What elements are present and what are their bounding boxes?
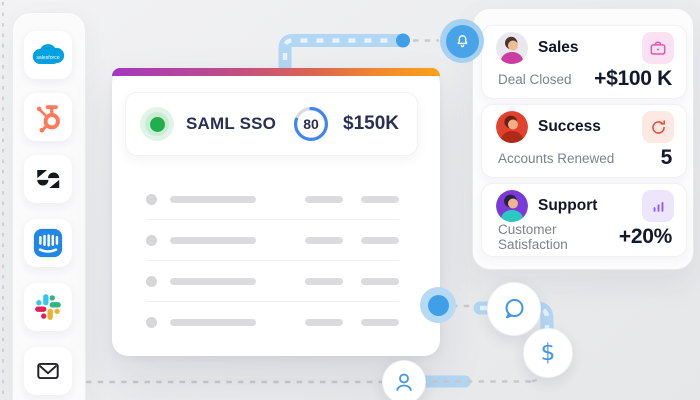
metric-title: Success [538, 118, 601, 135]
metric-label: Accounts Renewed [498, 150, 615, 166]
slack-icon [35, 294, 61, 320]
metrics-panel: Sales Deal Closed +$100 K [472, 8, 694, 270]
dollar-node-button[interactable]: $ [523, 328, 573, 378]
intercom-icon [33, 228, 63, 258]
salesforce-icon: salesforce [32, 43, 65, 64]
gradient-top-bar [112, 68, 440, 76]
metric-value: +20% [618, 225, 672, 248]
flow-node-dot [420, 287, 456, 323]
bell-icon [457, 34, 467, 47]
bar-chart-icon [642, 190, 674, 222]
sidebar-item-slack[interactable] [24, 283, 72, 331]
sidebar-item-hubspot[interactable] [24, 93, 72, 141]
saml-sso-row[interactable]: SAML SSO 80 $150K [125, 92, 418, 156]
skeleton-row [146, 179, 399, 219]
sidebar-item-email[interactable] [24, 347, 72, 395]
sidebar-item-zendesk[interactable] [24, 155, 72, 203]
feature-label: SAML SSO [186, 114, 277, 133]
user-icon [396, 373, 412, 391]
user-node-button[interactable] [382, 360, 426, 400]
app-sidebar: salesforce [12, 12, 86, 400]
sales-avatar [496, 32, 528, 64]
skeleton-row [146, 260, 399, 301]
sidebar-item-salesforce[interactable]: salesforce [24, 31, 72, 79]
metric-value: 5 [660, 146, 673, 169]
briefcase-icon [642, 32, 674, 64]
metric-title: Sales [538, 39, 579, 56]
metric-card-success[interactable]: Success Accounts Renewed 5 [481, 104, 687, 178]
sidebar-item-intercom[interactable] [24, 219, 72, 267]
hubspot-icon [36, 105, 60, 133]
support-avatar [496, 190, 528, 222]
metric-card-support[interactable]: Support Customer Satisfaction +20% [481, 183, 687, 257]
metric-label: Customer Satisfaction [498, 222, 568, 252]
chat-bubble-icon [505, 299, 524, 319]
zendesk-icon [37, 170, 60, 188]
success-avatar [496, 111, 528, 143]
metric-title: Support [538, 197, 598, 214]
svg-text:salesforce: salesforce [36, 54, 60, 60]
metric-card-sales[interactable]: Sales Deal Closed +$100 K [481, 25, 687, 99]
mail-icon [37, 362, 59, 380]
main-dashboard-card: SAML SSO 80 $150K [112, 68, 440, 356]
skeleton-row [146, 301, 399, 342]
dollar-icon: $ [540, 340, 556, 366]
status-dot-green [140, 107, 174, 141]
chat-node-button[interactable] [487, 282, 541, 336]
metric-label: Deal Closed [498, 71, 572, 87]
notification-bell-button[interactable] [440, 19, 484, 63]
skeleton-row [146, 219, 399, 260]
skeleton-list [146, 179, 399, 342]
refresh-icon [642, 111, 674, 143]
deal-value: $150K [343, 113, 399, 134]
metric-value: +$100 K [594, 67, 672, 90]
progress-ring: 80 [293, 106, 329, 142]
progress-score: 80 [303, 116, 319, 132]
